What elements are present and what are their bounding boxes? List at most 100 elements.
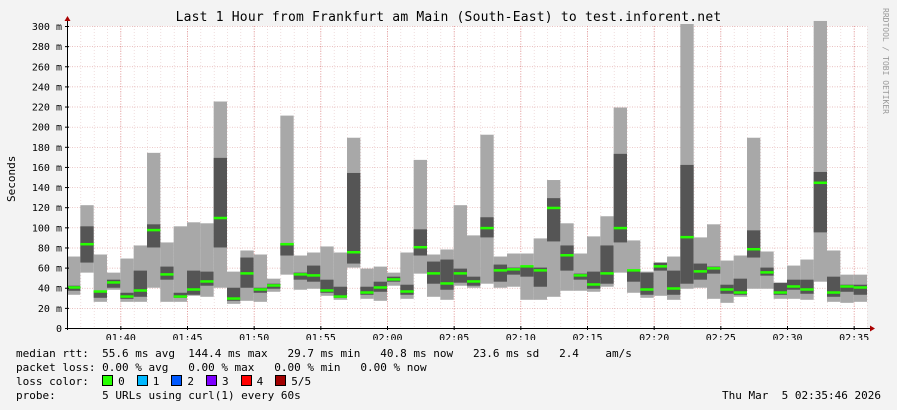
- y-axis-arrow: [64, 16, 71, 21]
- y-tick-label: 120 m: [32, 203, 62, 214]
- rtt-spread-inner: [747, 230, 761, 258]
- rtt-spread-outer: [720, 260, 734, 303]
- median-marker: [853, 286, 867, 289]
- x-axis-arrow: [870, 325, 875, 332]
- loss-color-value: 3: [221, 375, 229, 388]
- median-marker: [587, 283, 601, 286]
- median-marker: [347, 251, 361, 254]
- y-tick-label: 140 m: [32, 183, 62, 194]
- rtt-spread-inner: [307, 265, 321, 282]
- median-marker: [253, 288, 267, 291]
- median-marker: [67, 286, 81, 289]
- median-marker: [293, 273, 307, 276]
- rtt-spread-outer: [693, 237, 707, 288]
- loss-color-4: 4: [240, 375, 263, 388]
- x-tick-label: 01:50: [239, 333, 269, 340]
- median-marker: [747, 247, 761, 251]
- rtt-spread-inner: [827, 276, 841, 297]
- watermark-text: RRDTOOL / TOBI OETIKER: [881, 8, 890, 114]
- median-marker: [680, 235, 694, 239]
- loss-color-value: 5/5: [291, 375, 312, 388]
- rtt-spread-inner: [493, 264, 507, 282]
- median-marker: [227, 297, 241, 300]
- rtt-spread-inner: [667, 270, 681, 295]
- rtt-spread-inner: [200, 271, 214, 286]
- y-axis-label: Seconds: [5, 156, 18, 202]
- median-marker: [720, 288, 734, 291]
- rtt-spread-outer: [467, 235, 481, 288]
- loss-color-swatch: [240, 375, 252, 386]
- x-tick-label: 02:20: [639, 333, 669, 340]
- median-marker: [640, 288, 654, 291]
- median-marker: [613, 226, 627, 230]
- x-tick-label: 02:05: [439, 333, 469, 340]
- median-marker: [320, 289, 334, 292]
- loss-color-value: 1: [152, 375, 160, 388]
- rtt-spread-inner: [187, 270, 201, 295]
- median-marker: [547, 206, 561, 210]
- median-marker: [813, 181, 827, 185]
- probe-description: 5 URLs using curl(1) every 60s: [102, 389, 301, 402]
- median-marker: [493, 269, 507, 272]
- median-marker: [133, 289, 147, 292]
- rtt-spread-inner: [280, 243, 294, 256]
- packet-loss-row: packet loss: 0.00 % avg 0.00 % max 0.00 …: [16, 361, 427, 374]
- rtt-spread-inner: [533, 267, 547, 287]
- median-marker: [213, 216, 227, 220]
- rtt-spread-inner: [347, 172, 361, 264]
- median-marker: [827, 291, 841, 294]
- rtt-spread-inner: [853, 284, 867, 295]
- loss-color-value: 0: [118, 375, 125, 388]
- rtt-spread-outer: [173, 226, 187, 302]
- rtt-spread-inner: [587, 271, 601, 289]
- timestamp: Thu Mar 5 02:35:46 2026: [722, 389, 881, 402]
- rtt-spread-outer: [480, 134, 494, 284]
- loss-color-swatch: [171, 375, 183, 386]
- packet-loss-label: packet loss:: [16, 361, 96, 374]
- y-tick-label: 20 m: [38, 304, 62, 315]
- rtt-spread-outer: [413, 159, 427, 274]
- median-marker: [307, 274, 321, 277]
- x-tick-label: 02:35: [839, 333, 869, 340]
- rtt-spread-outer: [627, 240, 641, 293]
- rtt-spread-inner: [147, 224, 161, 248]
- median-marker: [507, 268, 521, 271]
- rtt-spread-outer: [573, 253, 587, 291]
- rtt-spread-outer: [147, 152, 161, 288]
- loss-color-swatch: [136, 375, 148, 386]
- rtt-spread-inner: [560, 245, 574, 271]
- median-marker: [440, 282, 454, 285]
- median-marker: [520, 265, 534, 268]
- median-rtt-row: median rtt: 55.6 ms avg 144.4 ms max 29.…: [16, 347, 632, 360]
- median-marker: [693, 270, 707, 273]
- median-marker: [560, 254, 574, 257]
- loss-color-swatch: [275, 375, 287, 386]
- packet-loss-values: 0.00 % avg 0.00 % max 0.00 % min 0.00 % …: [102, 361, 427, 374]
- median-marker: [333, 295, 347, 298]
- y-tick-label: 300 m: [32, 22, 62, 33]
- median-marker: [480, 226, 494, 230]
- rtt-spread-inner: [573, 273, 587, 280]
- y-axis-label-text: Seconds: [5, 156, 18, 202]
- loss-color-legend: 0 1 2 3 4 5/5: [102, 375, 323, 388]
- rtt-spread-inner: [213, 157, 227, 248]
- rtt-spread-inner: [160, 266, 174, 280]
- latency-chart: 0 20 m 40 m 60 m 80 m 100 m 120 m 140 m 160 m 180…: [32, 16, 875, 340]
- x-tick-label: 02:00: [372, 333, 402, 340]
- y-tick-label: 40 m: [38, 284, 62, 295]
- probe-row: probe: 5 URLs using curl(1) every 60s: [16, 389, 301, 402]
- median-marker: [533, 269, 547, 272]
- median-rtt-label: median rtt:: [16, 347, 89, 360]
- median-marker: [467, 280, 481, 283]
- x-tick-label: 01:45: [172, 333, 202, 340]
- median-marker: [80, 242, 94, 246]
- x-tick-label: 02:10: [506, 333, 536, 340]
- median-marker: [840, 285, 854, 288]
- loss-color-swatch: [205, 375, 217, 386]
- x-tick-label: 01:55: [306, 333, 336, 340]
- median-marker: [760, 271, 774, 274]
- median-marker: [413, 245, 427, 249]
- loss-color-label: loss color:: [16, 375, 89, 388]
- chart-title: Last 1 Hour from Frankfurt am Main (Sout…: [175, 10, 722, 25]
- rtt-spread-inner: [173, 292, 187, 298]
